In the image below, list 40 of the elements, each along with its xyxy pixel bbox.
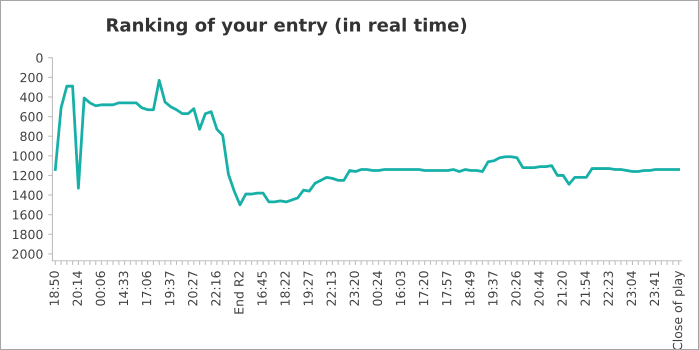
x-tick-label: 20:26: [511, 271, 521, 306]
x-tick-label: 23:41: [650, 272, 660, 306]
x-tick-label: 20:14: [72, 271, 82, 306]
y-tick-label: 800: [20, 132, 43, 142]
x-tick-label: 21:20: [557, 271, 567, 306]
x-tick-label: 00:24: [372, 271, 382, 306]
x-tick-label: 18:22: [280, 272, 290, 306]
x-tick-label: 14:33: [118, 271, 128, 306]
x-tick-label: 16:45: [257, 272, 267, 306]
y-tick-label: 1000: [12, 151, 43, 161]
x-tick-label: 20:44: [534, 271, 544, 306]
x-tick-label: 17:06: [142, 271, 152, 306]
y-tick-label: 1800: [12, 230, 43, 240]
x-tick-label: 22:16: [211, 271, 221, 306]
x-tick-label: 23:04: [626, 271, 636, 306]
x-tick-label: 18:49: [465, 271, 474, 306]
x-tick-label: 23:20: [350, 271, 360, 306]
x-tick-label: 17:57: [442, 272, 452, 306]
x-tick-label: 16:03: [396, 271, 406, 306]
chart-title: Ranking of your entry (in real time): [107, 18, 466, 36]
y-tick-label: 600: [20, 112, 43, 122]
y-tick-label: 0: [36, 53, 43, 63]
y-tick-label: 400: [20, 92, 43, 102]
y-tick-label: 200: [20, 72, 43, 82]
x-tick-label: End R2: [234, 272, 244, 314]
x-tick-label: 22:13: [326, 271, 336, 306]
y-tick-label: 1400: [12, 190, 43, 200]
line-series: [54, 78, 680, 206]
x-tick-label: 00:06: [96, 271, 106, 306]
x-tick-label: 22:23: [604, 271, 614, 306]
x-tick-label: 18:50: [49, 271, 59, 306]
y-tick-label: 1200: [12, 170, 43, 180]
x-tick-label: 20:27: [188, 272, 198, 306]
x-tick-label: 17:20: [418, 271, 428, 306]
y-tick-label: 2000: [12, 249, 43, 259]
x-tick-label: 19:37: [164, 272, 174, 306]
x-tick-label: 19:37: [488, 272, 498, 306]
x-tick-label: 19:27: [303, 272, 313, 306]
x-tick-label: 21:54: [580, 271, 590, 306]
y-tick-label: 1600: [12, 210, 43, 220]
